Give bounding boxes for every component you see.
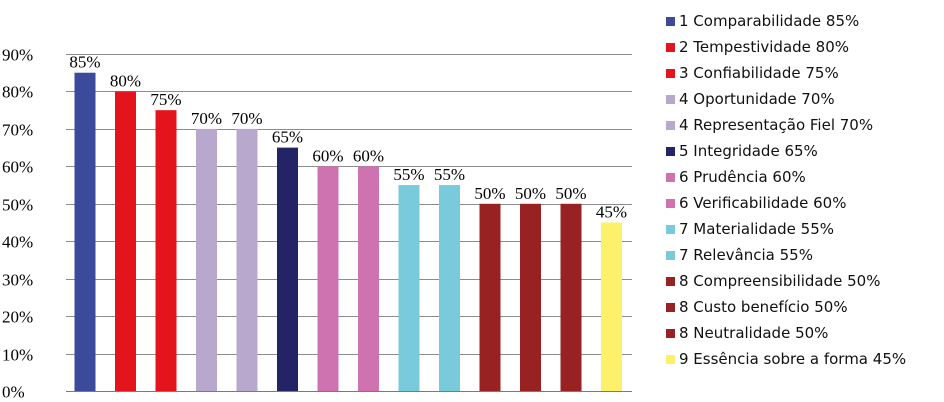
legend-label: 9 Essência sobre a forma 45% [679,350,907,368]
legend-item: 8 Neutralidade 50% [666,320,942,346]
bar [601,222,622,391]
data-label: 50% [515,184,546,203]
data-label: 70% [231,109,262,128]
bar [560,203,582,391]
bar [479,203,501,391]
data-label: 50% [555,184,586,203]
bar [74,72,96,391]
legend-item: 4 Representação Fiel 70% [666,112,942,138]
legend-item: 7 Materialidade 55% [666,216,942,242]
data-label: 70% [191,109,222,128]
y-tick-label: 40% [2,233,33,252]
bar [155,110,177,392]
data-label: 75% [150,90,181,109]
data-label: 55% [434,165,465,184]
bar [196,128,217,391]
legend-swatch [666,354,675,364]
legend-swatch [666,198,675,208]
y-tick-label: 10% [2,346,33,365]
legend-swatch [666,172,675,182]
data-labels: 85% 80% 75% 70% 70% 65% 60% 60% 55% 55% 50% 50% 50% 4… [69,53,627,222]
legend-swatch [666,328,675,338]
legend-label: 5 Integridade 65% [679,142,818,160]
legend-swatch [666,120,675,130]
y-tick-label: 70% [2,121,33,140]
legend-item: 8 Compreensibilidade 50% [666,268,942,294]
legend-swatch [666,276,675,286]
bar [317,166,339,391]
legend-label: 7 Materialidade 55% [679,220,834,238]
legend-item: 6 Verificabilidade 60% [666,190,942,216]
legend-swatch [666,16,675,26]
y-tick-label: 20% [2,308,33,327]
y-tick-label: 0% [2,383,25,402]
legend-item: 9 Essência sobre a forma 45% [666,346,942,372]
y-tick-label: 90% [2,46,33,65]
data-label: 45% [596,203,627,222]
legend-item: 7 Relevância 55% [666,242,942,268]
bar [236,128,258,391]
y-tick-label: 60% [2,158,33,177]
data-label: 50% [474,184,505,203]
legend: 1 Comparabilidade 85% 2 Tempestividade 80… [666,8,942,372]
legend-swatch [666,146,675,156]
legend-swatch [666,224,675,234]
legend-item: 2 Tempestividade 80% [666,34,942,60]
bars [74,72,622,392]
legend-swatch [666,68,675,78]
legend-label: 3 Confiabilidade 75% [679,64,839,82]
bar [398,185,420,391]
bar [277,147,298,391]
y-axis-ticks: 0% 10% 20% 30% 40% 50% 60% 70% 80% 90% [2,46,33,402]
bar [115,91,136,391]
data-label: 60% [312,146,343,165]
data-label: 85% [69,53,100,72]
legend-swatch [666,302,675,312]
data-label: 60% [353,146,384,165]
legend-label: 1 Comparabilidade 85% [679,12,860,30]
legend-label: 8 Neutralidade 50% [679,324,829,342]
legend-item: 4 Oportunidade 70% [666,86,942,112]
y-tick-label: 80% [2,83,33,102]
legend-item: 1 Comparabilidade 85% [666,8,942,34]
legend-item: 6 Prudência 60% [666,164,942,190]
legend-label: 4 Representação Fiel 70% [679,116,874,134]
data-label: 55% [393,165,424,184]
plot-area: 0% 10% 20% 30% 40% 50% 60% 70% 80% 90% 85% 80% 75% 7… [2,46,632,402]
bar [520,203,541,391]
legend-item: 3 Confiabilidade 75% [666,60,942,86]
legend-label: 4 Oportunidade 70% [679,90,835,108]
y-tick-label: 50% [2,196,33,215]
legend-swatch [666,94,675,104]
legend-label: 6 Prudência 60% [679,168,806,186]
legend-item: 5 Integridade 65% [666,138,942,164]
legend-label: 8 Custo benefício 50% [679,298,848,316]
legend-item: 8 Custo benefício 50% [666,294,942,320]
legend-label: 2 Tempestividade 80% [679,38,849,56]
legend-label: 8 Compreensibilidade 50% [679,272,881,290]
legend-swatch [666,250,675,260]
data-label: 65% [272,128,303,147]
legend-swatch [666,42,675,52]
legend-label: 7 Relevância 55% [679,246,813,264]
legend-label: 6 Verificabilidade 60% [679,194,847,212]
bar [358,166,379,391]
data-label: 80% [110,71,141,90]
y-tick-label: 30% [2,271,33,290]
bar [439,185,460,391]
